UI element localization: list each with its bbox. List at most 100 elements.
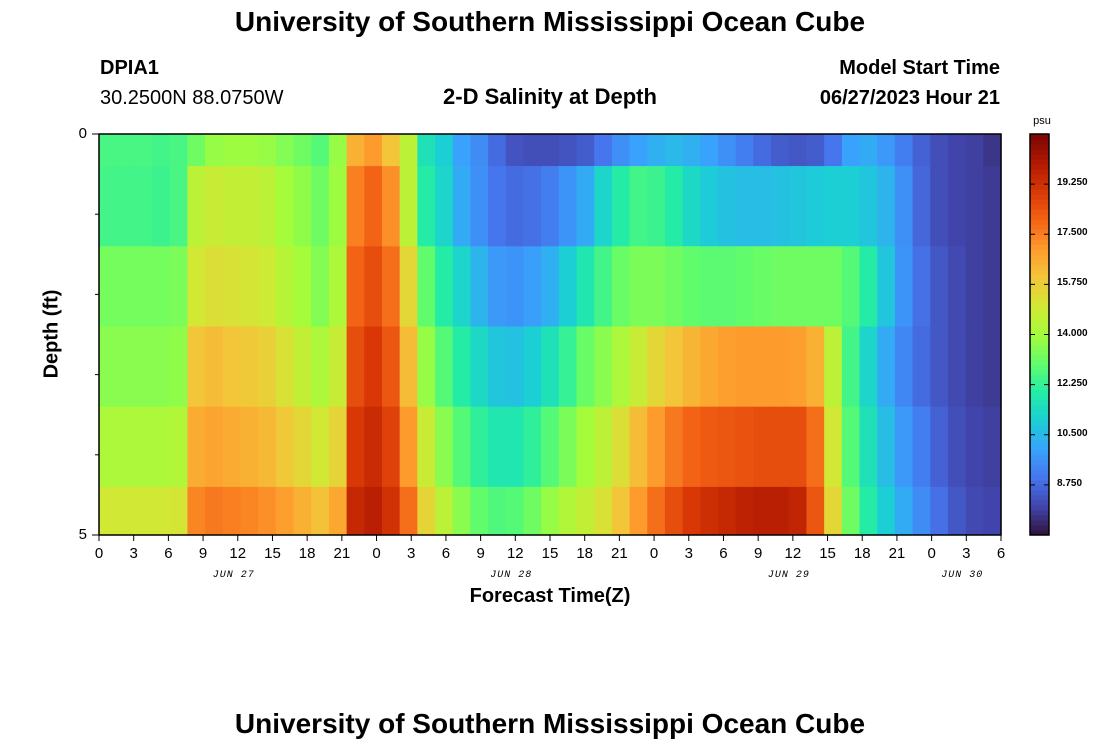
heatmap-cell xyxy=(417,326,436,408)
x-tick-label: 9 xyxy=(198,545,208,562)
heatmap-cell xyxy=(771,134,790,167)
heatmap-cell xyxy=(205,134,224,167)
heatmap-cell xyxy=(328,134,348,167)
colorbar-segment xyxy=(1030,164,1049,170)
colorbar-segment xyxy=(1030,324,1049,330)
heatmap-cell xyxy=(134,246,153,327)
heatmap-cell xyxy=(894,246,914,327)
heatmap-cell xyxy=(346,246,365,327)
heatmap-cell xyxy=(824,406,843,488)
heatmap-cell xyxy=(558,486,578,536)
heatmap-cell xyxy=(523,134,542,167)
y-tick-label: 0 xyxy=(78,125,87,142)
heatmap-cell xyxy=(735,486,754,536)
heatmap-cell xyxy=(240,486,259,536)
heatmap-cell xyxy=(240,166,259,247)
colorbar-segment xyxy=(1030,459,1049,466)
heatmap-cell xyxy=(311,134,330,167)
heatmap-cell xyxy=(947,486,967,536)
colorbar-segment xyxy=(1030,434,1049,441)
colorbar-segment xyxy=(1030,424,1049,431)
x-tick-label: 3 xyxy=(962,545,971,562)
heatmap-cell xyxy=(452,166,472,247)
heatmap-cell xyxy=(116,134,135,167)
colorbar-segment xyxy=(1030,314,1049,320)
x-day-label: JUN 30 xyxy=(941,570,984,581)
heatmap-cell xyxy=(505,406,525,488)
colorbar-segment xyxy=(1030,509,1049,516)
heatmap-cell xyxy=(788,166,808,247)
heatmap-cell xyxy=(222,406,242,488)
x-day-label: JUN 29 xyxy=(767,570,810,581)
heatmap-cell xyxy=(930,166,949,247)
heatmap-cell xyxy=(753,406,772,488)
colorbar-segment xyxy=(1030,284,1049,290)
heatmap-cell xyxy=(700,246,719,327)
heatmap-cell xyxy=(399,326,418,408)
heatmap-cell xyxy=(947,326,967,408)
colorbar-segment xyxy=(1030,144,1049,150)
heatmap-cell xyxy=(275,486,295,536)
colorbar-segment xyxy=(1030,379,1049,386)
colorbar-tick-label: 15.750 xyxy=(1057,277,1088,289)
colorbar-segment xyxy=(1030,279,1049,285)
heatmap-cell xyxy=(930,406,949,488)
heatmap-cell xyxy=(381,134,401,167)
heatmap-cell xyxy=(328,326,348,408)
heatmap-cell xyxy=(859,406,878,488)
heatmap-cell xyxy=(788,406,808,488)
heatmap-cell xyxy=(275,134,295,167)
heatmap-cell xyxy=(718,486,737,536)
heatmap-cell xyxy=(523,406,542,488)
heatmap-cell xyxy=(841,486,861,536)
heatmap-cell xyxy=(435,326,454,408)
heatmap-cell xyxy=(983,326,1002,408)
heatmap-cell xyxy=(771,326,790,408)
colorbar-segment xyxy=(1030,419,1049,426)
colorbar-segment xyxy=(1030,519,1049,526)
heatmap-cell xyxy=(169,326,189,408)
colorbar-segment xyxy=(1030,159,1049,165)
colorbar-segment xyxy=(1030,414,1049,421)
heatmap-cell xyxy=(417,406,436,488)
heatmap-cell xyxy=(629,166,648,247)
heatmap-cell xyxy=(682,166,701,247)
x-day-label: JUN 28 xyxy=(490,570,533,581)
heatmap-cell xyxy=(664,486,684,536)
heatmap-cell xyxy=(735,326,754,408)
colorbar-segment xyxy=(1030,349,1049,356)
heatmap-cell xyxy=(912,406,931,488)
heatmap-cell xyxy=(293,246,312,327)
heatmap-cell xyxy=(240,406,259,488)
heatmap-cell xyxy=(647,486,666,536)
heatmap-cell xyxy=(859,166,878,247)
heatmap-cell xyxy=(576,406,595,488)
heatmap-cell xyxy=(381,166,401,247)
colorbar-segment xyxy=(1030,249,1049,255)
y-tick-label: 5 xyxy=(78,526,87,543)
heatmap-cell xyxy=(399,486,418,536)
colorbar-segment xyxy=(1030,484,1049,491)
heatmap-cell xyxy=(505,166,525,247)
heatmap-cell xyxy=(735,406,754,488)
heatmap-cell xyxy=(169,166,189,247)
colorbar-segment xyxy=(1030,219,1049,225)
heatmap-cell xyxy=(965,134,984,167)
heatmap-cell xyxy=(169,246,189,327)
heatmap-cell xyxy=(523,326,542,408)
heatmap-cell xyxy=(894,486,914,536)
x-tick-label: 6 xyxy=(719,545,728,562)
heatmap-cell xyxy=(983,486,1002,536)
heatmap-cell xyxy=(328,486,348,536)
x-tick-label: 3 xyxy=(129,545,138,562)
heatmap-cell xyxy=(364,134,383,167)
colorbar-segment xyxy=(1030,499,1049,506)
heatmap-cell xyxy=(629,134,648,167)
colorbar-segment xyxy=(1030,264,1049,270)
heatmap-cell xyxy=(558,326,578,408)
heatmap-cell xyxy=(328,246,348,327)
heatmap-cell xyxy=(718,166,737,247)
heatmap-cell xyxy=(311,486,330,536)
heatmap-cell xyxy=(912,326,931,408)
x-tick-label: 21 xyxy=(888,545,906,562)
